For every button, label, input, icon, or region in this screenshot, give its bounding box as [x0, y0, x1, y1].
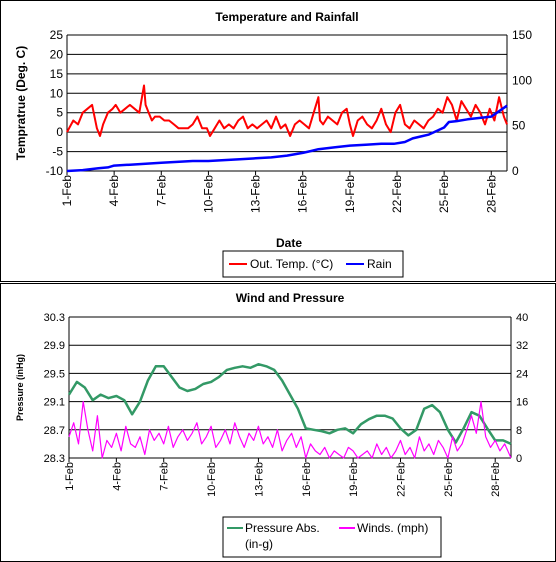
- y2-tick-label: 16: [516, 397, 528, 409]
- y2-tick-label: 100: [512, 73, 532, 87]
- y-tick-label: 28.3: [44, 453, 65, 465]
- x-tick-label: 1-Feb: [60, 175, 74, 207]
- y-axis-title: Tempratrue (Deg. C): [14, 46, 28, 160]
- x-tick-label: 25-Feb: [443, 462, 455, 497]
- legend-box: [222, 250, 404, 278]
- y-tick-label: 30.3: [44, 312, 65, 324]
- y2-tick-label: 24: [516, 368, 528, 380]
- y-tick-label: 10: [50, 86, 64, 100]
- y2-tick-label: 40: [516, 312, 528, 324]
- x-tick-label: 10-Feb: [206, 462, 218, 497]
- x-tick-label: 4-Feb: [107, 175, 121, 207]
- y-tick-label: 0: [56, 125, 63, 139]
- legend-label-wind: Winds. (mph): [357, 521, 428, 535]
- y2-tick-label: 8: [516, 425, 522, 437]
- x-tick-label: 28-Feb: [484, 175, 498, 213]
- y2-tick-label: 150: [512, 28, 532, 42]
- series-line-0: [66, 84, 508, 137]
- legend-label-temperature: Out. Temp. (°C): [250, 257, 333, 271]
- series-line-1: [66, 104, 508, 173]
- x-tick-label: 22-Feb: [396, 462, 408, 497]
- x-tick-label: 16-Feb: [301, 462, 313, 497]
- legend-label-rain: Rain: [367, 257, 392, 271]
- x-tick-label: 13-Feb: [249, 175, 263, 213]
- y-tick-label: -10: [46, 164, 64, 178]
- y-tick-label: 29.1: [44, 397, 65, 409]
- wind-pressure-panel: Wind and Pressure 28.3 28.7 29.1 29.5 29.9 30.…: [0, 283, 556, 562]
- y-tick-label: 29.9: [44, 340, 65, 352]
- series-line-0: [67, 362, 512, 446]
- y2-tick-label: 32: [516, 340, 528, 352]
- wind-pressure-chart: Wind and Pressure 28.3 28.7 29.1 29.5 29.9 30.…: [15, 291, 528, 558]
- legend-label-pressure-unit: (in-g): [245, 537, 273, 551]
- x-tick-label: 28-Feb: [490, 462, 502, 497]
- x-tick-label: 10-Feb: [201, 175, 215, 213]
- y-tick-label: 25: [50, 28, 64, 42]
- y-tick-label: 20: [50, 47, 64, 61]
- x-tick-label: 7-Feb: [159, 462, 171, 491]
- series-line-1: [68, 400, 512, 459]
- temperature-rainfall-chart: Temperature and Rainfall -10 -5 0 5 10 15 20 25 0…: [14, 10, 532, 278]
- chart-title: Wind and Pressure: [236, 291, 345, 305]
- y-tick-label: 15: [50, 67, 64, 81]
- x-tick-label: 22-Feb: [390, 175, 404, 213]
- x-tick-label: 19-Feb: [348, 462, 360, 497]
- x-tick-label: 16-Feb: [296, 175, 310, 213]
- y-tick-label: 5: [56, 106, 63, 120]
- x-tick-label: 13-Feb: [253, 462, 265, 497]
- legend-box: [222, 516, 442, 558]
- x-tick-label: 7-Feb: [154, 175, 168, 207]
- x-tick-label: 19-Feb: [343, 175, 357, 213]
- x-axis-title: Date: [276, 236, 302, 250]
- x-tick-label: 4-Feb: [111, 462, 123, 491]
- y2-tick-label: 0: [516, 453, 522, 465]
- y-axis-title: Pressure (inHg): [15, 354, 25, 421]
- y-tick-label: 29.5: [44, 368, 65, 380]
- y2-tick-label: 0: [512, 164, 519, 178]
- y-tick-label: -5: [52, 145, 63, 159]
- chart-title: Temperature and Rainfall: [215, 10, 358, 24]
- legend-label-pressure: Pressure Abs.: [245, 521, 320, 535]
- y-tick-label: 28.7: [44, 425, 65, 437]
- y2-tick-label: 50: [512, 119, 526, 133]
- x-tick-label: 25-Feb: [437, 175, 451, 213]
- temperature-rainfall-panel: Temperature and Rainfall -10 -5 0 5 10 15 20 25 0…: [0, 0, 556, 282]
- x-tick-label: 1-Feb: [64, 462, 76, 491]
